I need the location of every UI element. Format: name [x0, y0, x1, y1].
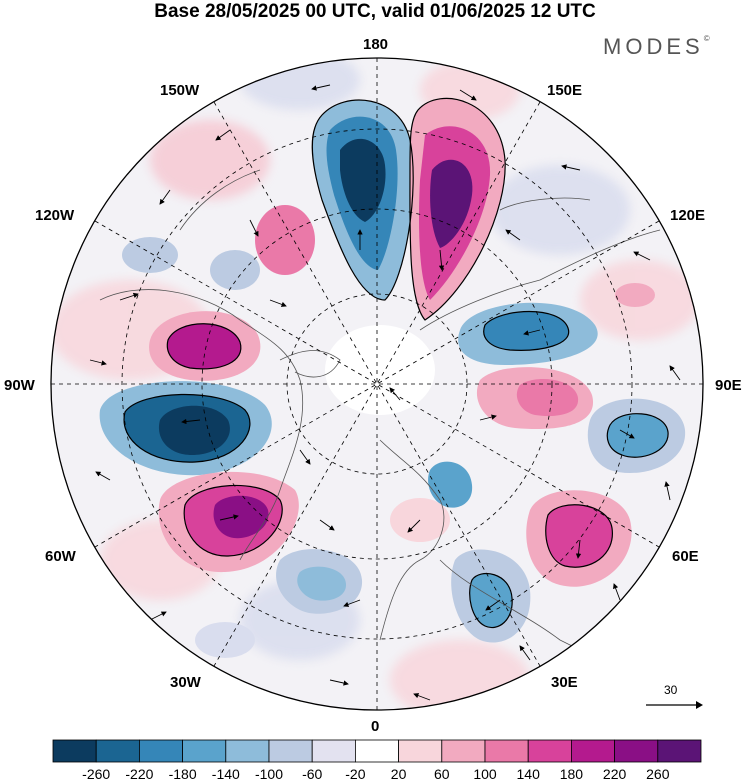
- colorbar-tick-label: 60: [434, 766, 450, 782]
- lon-label-120w: 120W: [35, 207, 75, 224]
- colorbar-swatch: [484, 739, 529, 763]
- colorbar-swatch: [571, 739, 616, 763]
- anomaly-positive-small-east: [615, 283, 655, 307]
- colorbar-tick-label: 180: [559, 766, 584, 782]
- anomaly-negative-east-europe-core: [469, 573, 513, 628]
- graticule: [51, 58, 703, 710]
- anomaly-positive-90e-core: [516, 378, 579, 417]
- colorbar-swatch: [441, 739, 486, 763]
- brand-mark: ©: [703, 34, 710, 43]
- lon-label-150e: 150E: [547, 82, 583, 99]
- colorbar-tick-label: -180: [168, 766, 197, 782]
- lon-label-90e: 90E: [715, 377, 742, 394]
- colorbar-tick-label: -100: [254, 766, 284, 782]
- lon-label-90w: 90W: [4, 377, 35, 394]
- anomaly-negative-atlantic-core: [297, 566, 347, 601]
- colorbar: [52, 739, 702, 763]
- colorbar-swatch: [614, 739, 659, 763]
- anomaly-positive-pacific: [255, 205, 315, 275]
- map-border: [50, 57, 704, 711]
- colorbar-swatch: [225, 739, 270, 763]
- brand-name: MODES: [603, 34, 704, 59]
- colorbar-swatch: [354, 739, 399, 763]
- coastlines: [99, 169, 681, 691]
- anomaly-positive-160e-center: [430, 159, 473, 248]
- colorbar-tick-label: -220: [125, 766, 154, 782]
- anomaly-positive-greenland-center: [213, 495, 269, 539]
- colorbar-swatch: [95, 739, 140, 763]
- anomaly-negative-80e-core: [607, 413, 669, 458]
- anomaly-negative-barents: [428, 461, 473, 508]
- colorbar-swatch: [52, 739, 97, 763]
- anomaly-negative-pacific: [210, 250, 260, 290]
- colorbar-swatch: [398, 739, 443, 763]
- lon-label-0: 0: [371, 718, 380, 735]
- colorbar-tick-label: 140: [516, 766, 540, 782]
- wind-vectors: [89, 84, 681, 701]
- anomaly-negative-alaska: [122, 237, 178, 273]
- colorbar-swatch: [138, 739, 183, 763]
- lon-label-30e: 30E: [551, 674, 578, 691]
- colorbar-swatch: [182, 739, 227, 763]
- vector-scale-label: 30: [664, 683, 678, 697]
- colorbar-swatch: [268, 739, 313, 763]
- lon-label-30w: 30W: [170, 674, 201, 691]
- colorbar-tick-label: 100: [473, 766, 497, 782]
- brand-logo: MODES©: [603, 34, 710, 60]
- vector-scale-arrow: [646, 701, 703, 709]
- colorbar-tick-label: 20: [390, 766, 407, 782]
- colorbar-tick-label: 260: [646, 766, 670, 782]
- map-title: Base 28/05/2025 00 UTC, valid 01/06/2025…: [154, 1, 596, 22]
- map-disc: [51, 58, 703, 710]
- lon-label-150w: 150W: [160, 82, 200, 99]
- polar-cap: [325, 325, 435, 415]
- lon-label-180: 180: [363, 36, 389, 53]
- colorbar-swatch: [527, 739, 572, 763]
- colorbar-tick-label: -260: [82, 766, 111, 782]
- anomaly-negative-small-atlantic: [195, 622, 255, 658]
- colorbar-tick-label: -20: [345, 766, 366, 782]
- lon-label-120e: 120E: [670, 207, 706, 224]
- colorbar-swatch: [657, 739, 702, 763]
- anomaly-negative-bering-center: [340, 138, 386, 222]
- colorbar-labels: -260 -220 -180 -140 -100 -60 -20 20 60 100 140 180 2…: [0, 766, 750, 783]
- lon-label-60w: 60W: [45, 548, 76, 565]
- colorbar-tick-label: 220: [602, 766, 627, 782]
- lon-label-60e: 60E: [672, 548, 699, 565]
- colorbar-tick-label: -140: [211, 766, 240, 782]
- colorbar-tick-label: -60: [302, 766, 323, 782]
- colorbar-swatch: [311, 739, 356, 763]
- anomaly-positive-canada-core: [167, 323, 241, 369]
- anomaly-positive-55e-core: [545, 504, 613, 568]
